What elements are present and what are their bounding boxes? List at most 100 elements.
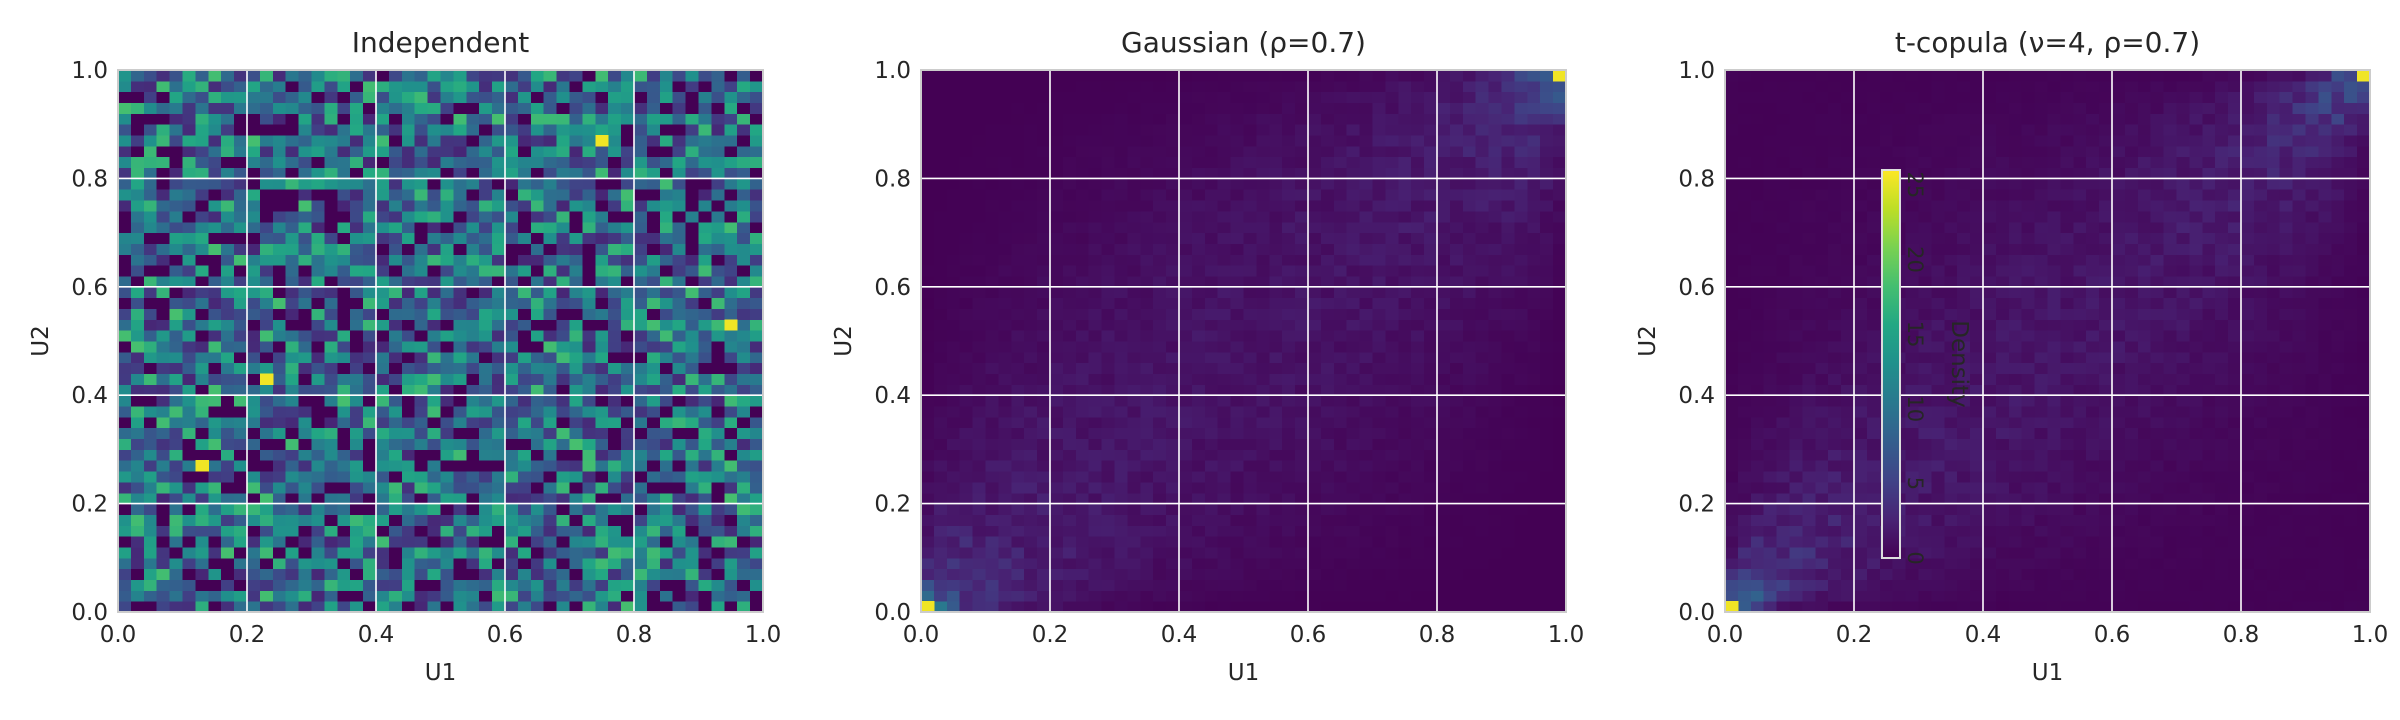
heatmap-cell: [1282, 536, 1296, 548]
heatmap-cell: [1475, 145, 1490, 158]
heatmap-cell: [376, 70, 390, 82]
heatmap-cell: [1488, 590, 1502, 602]
heatmap-cell: [1333, 113, 1348, 125]
heatmap-cell: [1437, 395, 1451, 407]
heatmap-cell: [1217, 427, 1232, 440]
heatmap-cell: [1437, 341, 1451, 353]
heatmap-cell: [634, 113, 648, 125]
heatmap-cell: [1179, 135, 1193, 147]
heatmap-cell: [143, 579, 158, 591]
heatmap-cell: [1114, 156, 1128, 169]
heatmap-cell: [933, 124, 948, 136]
heatmap-cell: [659, 297, 674, 309]
heatmap-cell: [1449, 232, 1464, 244]
heatmap-cell: [208, 579, 222, 591]
heatmap-cell: [376, 135, 390, 147]
heatmap-cell: [1269, 536, 1283, 548]
heatmap-cell: [1230, 351, 1244, 364]
heatmap-cell: [453, 514, 467, 526]
heatmap-cell: [453, 91, 467, 104]
heatmap-cell: [634, 80, 648, 93]
heatmap-cell: [595, 286, 609, 299]
heatmap-cell: [350, 167, 364, 179]
heatmap-cell: [1385, 579, 1399, 591]
heatmap-cell: [621, 427, 635, 440]
heatmap-cell: [1114, 438, 1128, 450]
heatmap-cell: [298, 341, 312, 353]
heatmap-cell: [595, 319, 609, 331]
heatmap-cell: [453, 286, 467, 299]
heatmap-cell: [608, 113, 622, 125]
heatmap-cell: [724, 243, 738, 255]
heatmap-cell: [724, 145, 738, 158]
heatmap-cell: [1088, 135, 1103, 147]
heatmap-cell: [130, 481, 145, 494]
heatmap-cell: [1475, 395, 1490, 407]
heatmap-cell: [272, 178, 287, 190]
heatmap-cell: [750, 91, 764, 104]
heatmap-cell: [453, 503, 467, 515]
heatmap-cell: [337, 178, 351, 190]
heatmap-cell: [208, 492, 222, 505]
heatmap-cell: [1062, 341, 1077, 353]
heatmap-cell: [998, 536, 1012, 548]
heatmap-cell: [1372, 265, 1386, 277]
heatmap-cell: [659, 384, 674, 396]
heatmap-cell: [350, 481, 364, 494]
heatmap-cell: [1075, 351, 1090, 364]
heatmap-cell: [1088, 373, 1103, 385]
heatmap-cell: [1114, 601, 1128, 613]
heatmap-cell: [959, 308, 974, 320]
heatmap-cell: [1320, 189, 1335, 201]
heatmap-cell: [492, 351, 506, 364]
heatmap-cell: [1230, 601, 1244, 613]
heatmap-cell: [492, 568, 506, 580]
heatmap-cell: [1024, 449, 1038, 461]
heatmap-cell: [659, 546, 674, 559]
heatmap-cell: [247, 514, 261, 526]
heatmap-cell: [1308, 449, 1322, 461]
heatmap-cell: [685, 156, 699, 169]
heatmap-cell: [1282, 91, 1296, 104]
heatmap-cell: [1411, 525, 1425, 537]
heatmap-cell: [285, 579, 300, 591]
heatmap-cell: [311, 503, 325, 515]
heatmap-cell: [363, 80, 377, 93]
heatmap-cell: [130, 341, 145, 353]
heatmap-cell: [1282, 568, 1296, 580]
heatmap-cell: [569, 80, 583, 93]
heatmap-cell: [1140, 471, 1154, 483]
heatmap-cell: [401, 351, 416, 364]
heatmap-cell: [1308, 514, 1322, 526]
heatmap-cell: [1488, 351, 1502, 364]
heatmap-cell: [595, 427, 609, 440]
heatmap-cell: [1514, 406, 1528, 418]
heatmap-cell: [272, 210, 287, 223]
heatmap-cell: [1437, 124, 1451, 136]
heatmap-cell: [1449, 200, 1464, 212]
heatmap-cell: [143, 351, 158, 364]
heatmap-cell: [1256, 330, 1270, 342]
heatmap-cell: [1101, 514, 1115, 526]
heatmap-cell: [298, 319, 312, 331]
heatmap-cell: [946, 395, 961, 407]
heatmap-cell: [1295, 265, 1309, 277]
heatmap-cell: [414, 546, 429, 559]
heatmap-cell: [998, 243, 1012, 255]
heatmap-cell: [311, 232, 325, 244]
heatmap-cell: [1449, 135, 1464, 147]
heatmap-cell: [195, 102, 209, 114]
heatmap-cell: [143, 113, 158, 125]
heatmap-cell: [1475, 568, 1490, 580]
heatmap-cell: [388, 362, 403, 375]
heatmap-cell: [1101, 113, 1115, 125]
heatmap-cell: [182, 70, 196, 82]
heatmap-cell: [363, 91, 377, 104]
heatmap-cell: [285, 503, 300, 515]
heatmap-cell: [1101, 145, 1115, 158]
heatmap-cell: [946, 265, 961, 277]
heatmap-cell: [298, 416, 312, 429]
heatmap-cell: [1320, 297, 1335, 309]
heatmap-cell: [1514, 308, 1528, 320]
heatmap-cell: [1024, 297, 1038, 309]
